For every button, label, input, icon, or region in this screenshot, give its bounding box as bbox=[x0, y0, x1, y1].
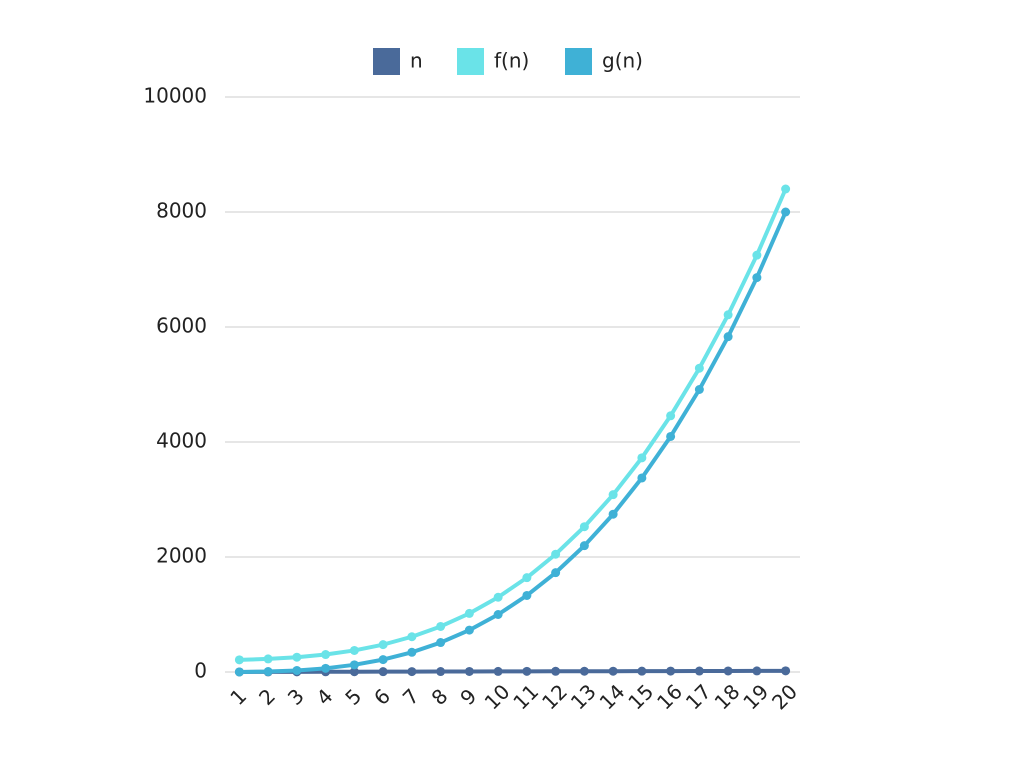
data-point bbox=[608, 490, 618, 500]
x-tick-label: 20 bbox=[767, 679, 802, 714]
legend-label: g(n) bbox=[602, 49, 643, 73]
x-tick-label: 3 bbox=[283, 684, 309, 710]
data-point bbox=[407, 647, 417, 657]
data-point bbox=[436, 638, 446, 648]
data-point bbox=[723, 332, 733, 342]
data-point bbox=[694, 385, 704, 395]
x-tick-label: 7 bbox=[398, 684, 424, 710]
data-point bbox=[781, 184, 791, 194]
data-point bbox=[694, 666, 704, 676]
data-point bbox=[752, 250, 762, 260]
legend-label: n bbox=[410, 49, 423, 73]
data-point bbox=[551, 666, 561, 676]
legend-label: f(n) bbox=[494, 49, 529, 73]
data-point bbox=[493, 592, 503, 602]
data-point bbox=[349, 660, 359, 670]
series-line bbox=[239, 211, 788, 674]
data-point bbox=[579, 541, 589, 551]
data-point bbox=[464, 625, 474, 635]
legend-swatch bbox=[373, 48, 400, 75]
series-line bbox=[239, 188, 788, 662]
x-tick-label: 5 bbox=[340, 684, 366, 710]
data-point bbox=[464, 666, 474, 676]
data-point bbox=[666, 666, 676, 676]
data-point bbox=[321, 663, 331, 673]
data-point bbox=[608, 666, 618, 676]
data-point bbox=[321, 650, 331, 660]
data-point bbox=[666, 431, 676, 441]
data-point bbox=[752, 273, 762, 283]
y-tick-label: 0 bbox=[194, 659, 207, 683]
data-point bbox=[637, 666, 647, 676]
y-tick-label: 2000 bbox=[156, 544, 207, 568]
data-point bbox=[263, 654, 273, 664]
data-point bbox=[407, 667, 417, 677]
data-point bbox=[522, 590, 532, 600]
data-point bbox=[493, 610, 503, 619]
data-point bbox=[349, 645, 359, 655]
data-point bbox=[579, 666, 589, 676]
data-point bbox=[666, 411, 676, 421]
data-point bbox=[637, 453, 647, 463]
data-point bbox=[493, 666, 503, 676]
data-point bbox=[378, 655, 388, 665]
data-point bbox=[579, 522, 589, 532]
legend-swatch bbox=[457, 48, 484, 75]
data-point bbox=[781, 207, 791, 217]
data-point bbox=[263, 667, 273, 677]
data-point bbox=[694, 363, 704, 373]
x-tick-label: 6 bbox=[369, 684, 395, 710]
y-tick-label: 4000 bbox=[156, 429, 207, 453]
x-tick-label: 2 bbox=[254, 684, 280, 710]
y-tick-label: 8000 bbox=[156, 199, 207, 223]
data-point bbox=[522, 666, 532, 676]
x-tick-label: 8 bbox=[427, 684, 453, 710]
data-point bbox=[234, 667, 244, 677]
legend-swatch bbox=[565, 48, 592, 75]
data-point bbox=[407, 632, 417, 642]
x-tick-label: 4 bbox=[312, 684, 338, 710]
data-point bbox=[551, 549, 561, 559]
data-point bbox=[637, 473, 647, 483]
data-point bbox=[349, 667, 359, 677]
data-point bbox=[436, 621, 446, 631]
data-point bbox=[781, 666, 791, 676]
data-point bbox=[723, 666, 733, 676]
data-point bbox=[464, 608, 474, 618]
data-point bbox=[752, 666, 762, 676]
x-tick-label: 1 bbox=[225, 684, 251, 710]
data-point bbox=[234, 655, 244, 665]
y-tick-label: 10000 bbox=[143, 84, 207, 108]
x-tick-label: 9 bbox=[455, 684, 481, 710]
series-line bbox=[239, 668, 786, 674]
y-tick-label: 6000 bbox=[156, 314, 207, 338]
data-point bbox=[378, 640, 388, 650]
data-point bbox=[551, 568, 561, 578]
data-point bbox=[436, 667, 446, 677]
data-point bbox=[608, 509, 618, 519]
data-point bbox=[522, 573, 532, 583]
data-point bbox=[292, 652, 302, 662]
data-point bbox=[292, 665, 302, 675]
data-point bbox=[378, 667, 388, 677]
data-point bbox=[723, 310, 733, 320]
